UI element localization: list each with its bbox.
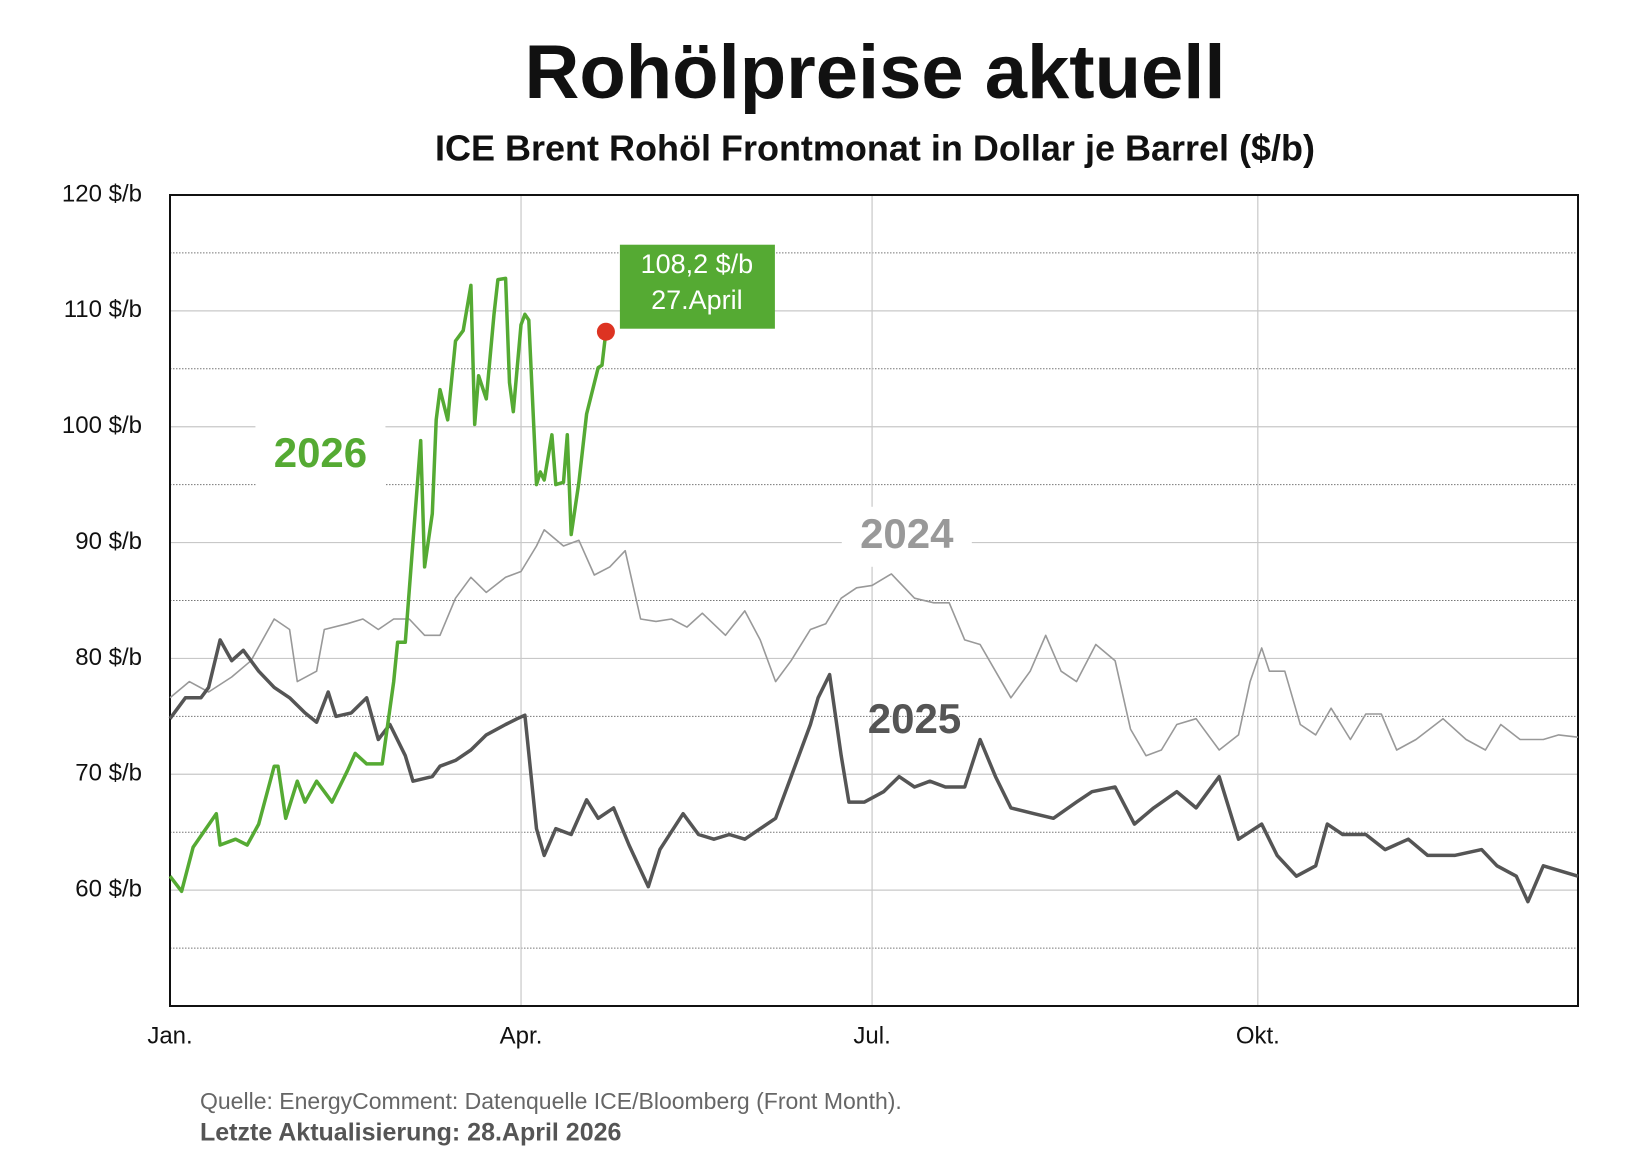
annotation-box xyxy=(619,244,775,329)
x-tick-label: Jul. xyxy=(853,1022,890,1049)
series-label: 2025 xyxy=(868,695,961,742)
plot-frame xyxy=(169,194,1579,1007)
updated: Letzte Aktualisierung: 28.April 2026 xyxy=(200,1119,621,1147)
last-point xyxy=(596,322,615,341)
chart-subtitle: ICE Brent Rohöl Frontmonat in Dollar je … xyxy=(435,128,1315,169)
y-tick-label: 120 $/b xyxy=(62,180,142,207)
y-tick-label: 60 $/b xyxy=(75,875,142,902)
y-tick-label: 100 $/b xyxy=(62,412,142,439)
series-label: 2026 xyxy=(274,429,367,476)
annotation-text: 27.April xyxy=(651,285,743,315)
y-tick-label: 80 $/b xyxy=(75,644,142,671)
source: Quelle: EnergyComment: Datenquelle ICE/B… xyxy=(200,1088,902,1114)
line-series xyxy=(169,529,1579,757)
annotation-text: 108,2 $/b xyxy=(641,249,754,279)
y-tick-label: 70 $/b xyxy=(75,760,142,787)
line-series xyxy=(168,276,608,894)
x-tick-label: Apr. xyxy=(500,1022,543,1049)
chart-title: Rohölpreise aktuell xyxy=(524,30,1225,115)
label-background xyxy=(255,425,386,486)
y-tick-label: 110 $/b xyxy=(64,296,142,323)
x-tick-label: Jan. xyxy=(147,1022,192,1049)
line-series xyxy=(168,638,1579,904)
y-tick-label: 90 $/b xyxy=(75,528,142,555)
x-tick-label: Okt. xyxy=(1236,1022,1280,1049)
series-label: 2024 xyxy=(860,510,954,557)
label-background xyxy=(841,506,972,567)
